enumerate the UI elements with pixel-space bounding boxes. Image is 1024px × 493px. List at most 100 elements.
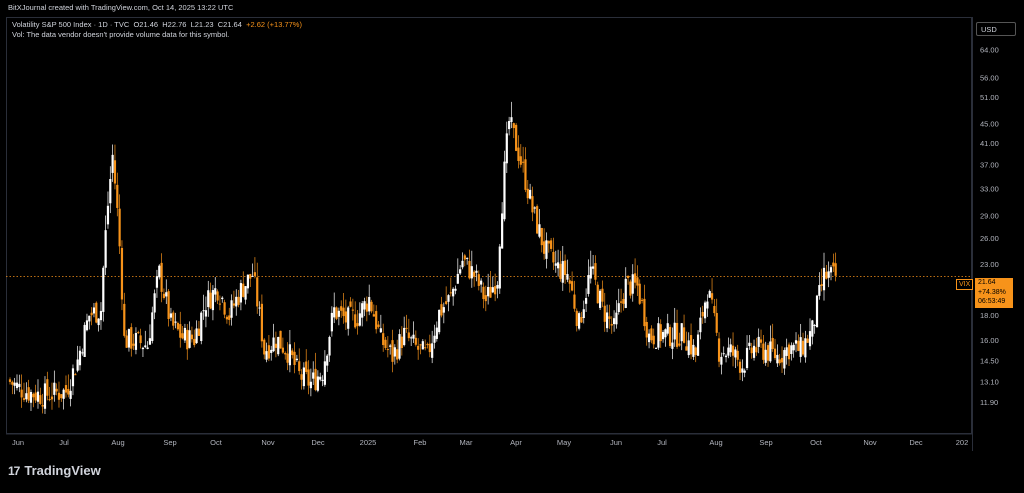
y-tick-label: 23.00 — [980, 260, 999, 269]
candle-body — [785, 347, 788, 356]
candle-body — [43, 383, 47, 409]
candle-body — [706, 301, 709, 309]
y-tick-label: 56.00 — [980, 74, 999, 83]
candle-body — [559, 263, 562, 279]
candle-body — [734, 349, 737, 358]
candle-body — [22, 398, 26, 400]
bar-countdown: 06:53:49 — [978, 298, 1006, 305]
currency-button[interactable]: USD — [976, 22, 1016, 36]
candle-body — [242, 283, 245, 297]
candle-body — [720, 356, 723, 365]
y-tick-label: 13.10 — [980, 378, 999, 387]
candle-body — [190, 334, 194, 340]
candle-body — [724, 355, 728, 358]
candle-body — [333, 307, 336, 318]
candle-body — [244, 286, 247, 300]
candle-body — [470, 266, 473, 279]
last-price: 21.64 — [978, 279, 996, 286]
candle-body — [778, 359, 781, 364]
x-tick-label: Feb — [414, 438, 427, 447]
candle-body — [92, 307, 96, 314]
candle-body — [580, 317, 583, 323]
candle-body — [417, 345, 420, 350]
candle-body — [694, 347, 697, 356]
candle-body — [496, 284, 499, 289]
candle-body — [349, 301, 352, 307]
candle-body — [165, 292, 168, 297]
candle-body — [461, 260, 464, 268]
candle-body — [288, 344, 291, 366]
x-tick-label: Oct — [810, 438, 823, 447]
candle-body — [773, 348, 777, 359]
candle-body — [650, 328, 653, 341]
candle-body — [365, 303, 368, 312]
candle-body — [582, 309, 585, 318]
candle-body — [804, 338, 807, 358]
candle-body — [608, 316, 611, 319]
candle-body — [431, 343, 434, 358]
candle-body — [508, 121, 511, 130]
candle-body — [13, 382, 16, 386]
candle-body — [480, 280, 483, 285]
candle-body — [139, 335, 142, 344]
candle-body — [153, 293, 156, 313]
candle-body — [207, 290, 210, 308]
last-price-percent: +74.38% — [978, 288, 1006, 296]
candle-body — [305, 361, 308, 372]
candle-body — [256, 277, 259, 307]
candle-body — [825, 271, 828, 279]
price-axis[interactable] — [972, 17, 1021, 451]
candle-body — [787, 344, 791, 360]
candle-body — [335, 307, 338, 319]
candle-body — [664, 329, 667, 338]
candle-body — [603, 305, 606, 322]
y-tick-label: 18.00 — [980, 311, 999, 320]
candle-body — [426, 344, 429, 346]
x-tick-label: Dec — [909, 438, 923, 447]
candle-body — [291, 350, 294, 356]
candle-body — [263, 339, 266, 355]
x-tick-label: Mar — [460, 438, 473, 447]
y-tick-label: 16.00 — [980, 336, 999, 345]
candle-body — [134, 332, 138, 350]
candle-body — [298, 361, 301, 372]
candle-body — [123, 303, 126, 336]
candle-body — [440, 304, 443, 316]
candle-body — [550, 240, 553, 249]
candle-body — [750, 347, 753, 354]
candle-body — [645, 321, 648, 338]
candle-body — [57, 392, 61, 400]
candle-body — [361, 303, 364, 318]
candle-body — [612, 318, 616, 325]
candle-body — [633, 273, 637, 283]
candle-body — [120, 247, 124, 300]
candle-body — [685, 346, 688, 351]
candle-body — [41, 404, 44, 407]
candle-body — [216, 291, 219, 301]
candle-body — [794, 340, 798, 344]
candle-body — [536, 206, 539, 234]
candle-body — [300, 374, 303, 380]
candle-body — [183, 327, 187, 341]
candle-body — [125, 335, 128, 348]
candle-body — [543, 241, 546, 254]
candle-body — [375, 311, 378, 330]
symbol-legend: Volatility S&P 500 Index · 1D · TVC O21.… — [12, 20, 302, 40]
candle-body — [223, 302, 226, 315]
candle-body — [766, 345, 770, 361]
tradingview-logo[interactable]: 17 TradingView — [8, 463, 101, 478]
vix-candlestick-chart[interactable]: 64.00 56.00 51.00 45.00 41.00 37.00 33.00 29.00… — [0, 0, 1024, 455]
candle-body — [258, 307, 261, 309]
candle-body — [783, 350, 786, 369]
candle-body — [158, 265, 161, 278]
candle-body — [95, 302, 98, 323]
candle-body — [692, 344, 695, 357]
candle-body — [78, 350, 82, 366]
candle-body — [442, 307, 445, 313]
candle-body — [358, 313, 361, 326]
candle-body — [18, 383, 21, 387]
candle-body — [491, 287, 494, 293]
candle-body — [557, 262, 560, 269]
candle-body — [111, 154, 114, 173]
candle-body — [526, 188, 529, 199]
